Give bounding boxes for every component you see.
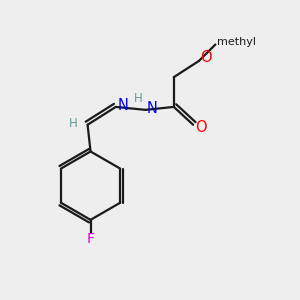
Text: H: H [69, 117, 78, 130]
Text: F: F [87, 232, 94, 246]
Text: methyl: methyl [217, 37, 256, 47]
Text: O: O [196, 120, 207, 135]
Text: H: H [134, 92, 142, 105]
Text: O: O [200, 50, 212, 65]
Text: N: N [146, 101, 157, 116]
Text: N: N [117, 98, 128, 113]
